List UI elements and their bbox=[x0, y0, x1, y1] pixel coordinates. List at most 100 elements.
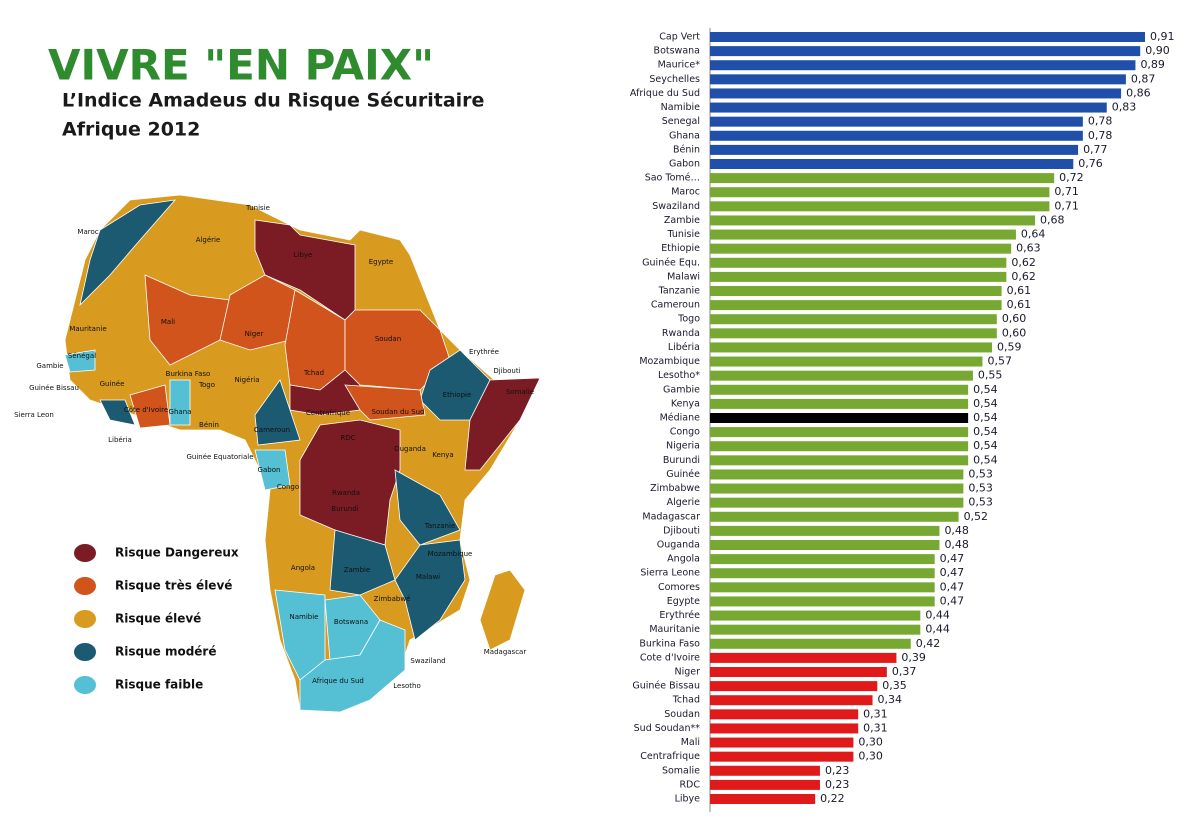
value-label: 0,91 bbox=[1150, 30, 1175, 43]
bar bbox=[710, 102, 1107, 113]
category-label: Cameroun bbox=[651, 300, 700, 311]
map-label: Djibouti bbox=[493, 367, 520, 375]
category-label: Togo bbox=[677, 314, 700, 325]
value-label: 0,54 bbox=[973, 383, 998, 396]
bar bbox=[710, 441, 969, 452]
value-label: 0,44 bbox=[925, 623, 950, 636]
map-label: Malawi bbox=[416, 573, 440, 581]
bar bbox=[710, 187, 1050, 198]
bar bbox=[710, 215, 1036, 226]
category-label: Niger bbox=[674, 667, 700, 678]
map-label: Zimbabwé bbox=[374, 595, 411, 603]
value-label: 0,52 bbox=[964, 510, 989, 523]
bar bbox=[710, 130, 1083, 141]
category-label: Rwanda bbox=[662, 328, 700, 339]
bar bbox=[710, 88, 1122, 99]
map-label: Burundi bbox=[331, 505, 358, 513]
region bbox=[64, 349, 96, 373]
map-label: Congo bbox=[277, 483, 299, 491]
map-label: Afrique du Sud bbox=[312, 677, 364, 685]
map-label: Niger bbox=[245, 330, 264, 338]
bar bbox=[710, 652, 897, 663]
category-label: Maurice* bbox=[658, 60, 701, 71]
value-label: 0,31 bbox=[863, 721, 888, 734]
category-label: Soudan bbox=[664, 709, 700, 720]
category-label: Congo bbox=[670, 427, 700, 438]
region bbox=[299, 619, 406, 713]
category-label: Comores bbox=[658, 582, 700, 593]
category-label: Sao Tomé… bbox=[645, 173, 700, 184]
bar bbox=[710, 779, 820, 790]
map-label: Sénégal bbox=[68, 352, 96, 360]
category-label: Libéria bbox=[668, 342, 700, 353]
category-label: Kenya bbox=[671, 398, 700, 409]
value-label: 0,54 bbox=[973, 453, 998, 466]
region bbox=[254, 379, 301, 446]
bar bbox=[710, 794, 816, 804]
bar bbox=[710, 173, 1055, 184]
category-label: Ouganda bbox=[657, 540, 700, 551]
legend-swatch bbox=[74, 643, 96, 661]
category-label: Afrique du Sud bbox=[630, 88, 700, 99]
madagascar bbox=[479, 569, 526, 651]
value-label: 0,55 bbox=[978, 369, 1003, 382]
legend-label: Risque élevé bbox=[115, 612, 201, 626]
bar bbox=[710, 427, 969, 438]
map-label: Guinée bbox=[100, 380, 125, 388]
category-label: Angola bbox=[667, 554, 700, 565]
bar bbox=[710, 398, 969, 409]
value-label: 0,54 bbox=[973, 411, 998, 424]
legend-label: Risque très élevé bbox=[115, 579, 232, 593]
legend-swatch bbox=[74, 676, 96, 694]
map-label: Ouganda bbox=[394, 445, 426, 453]
map-label: Libéria bbox=[108, 436, 132, 444]
bar bbox=[710, 483, 964, 494]
value-label: 0,47 bbox=[940, 566, 965, 579]
bar bbox=[710, 243, 1012, 254]
category-label: Zimbabwe bbox=[650, 483, 700, 494]
bar bbox=[710, 638, 911, 649]
bar bbox=[710, 610, 921, 621]
category-label: Swaziland bbox=[652, 201, 700, 212]
value-label: 0,23 bbox=[825, 778, 850, 791]
legend-label: Risque Dangereux bbox=[115, 546, 239, 560]
value-label: 0,54 bbox=[973, 425, 998, 438]
value-label: 0,47 bbox=[940, 594, 965, 607]
value-label: 0,86 bbox=[1126, 86, 1151, 99]
bar bbox=[710, 455, 969, 466]
value-label: 0,60 bbox=[1002, 326, 1027, 339]
value-label: 0,44 bbox=[925, 609, 950, 622]
category-label: Mauritanie bbox=[649, 624, 700, 635]
map-label: Sierra Leon bbox=[14, 411, 54, 419]
bar bbox=[710, 286, 1002, 296]
value-label: 0,54 bbox=[973, 439, 998, 452]
category-label: Guinée bbox=[666, 469, 700, 480]
value-label: 0,22 bbox=[820, 792, 845, 805]
legend-label: Risque modéré bbox=[115, 645, 216, 659]
map-label: Guinée Equatoriale bbox=[186, 453, 253, 461]
bar bbox=[710, 60, 1136, 71]
category-label: Seychelles bbox=[649, 74, 700, 85]
map-label: Guinée Bissau bbox=[29, 384, 79, 392]
category-label: Egypte bbox=[667, 596, 700, 607]
value-label: 0,39 bbox=[901, 651, 926, 664]
map-label: Togo bbox=[198, 381, 215, 389]
map-label: Gambie bbox=[36, 362, 63, 370]
map-label: Kenya bbox=[432, 451, 453, 459]
value-label: 0,62 bbox=[1011, 270, 1035, 283]
map-label: Burkina Faso bbox=[166, 370, 211, 378]
bar bbox=[710, 384, 969, 395]
category-label: Senegal bbox=[662, 116, 700, 127]
category-label: Erythrée bbox=[659, 610, 700, 621]
map-label: Tunisie bbox=[245, 204, 270, 212]
value-label: 0,47 bbox=[940, 552, 965, 565]
value-label: 0,53 bbox=[968, 482, 993, 495]
bar bbox=[710, 737, 854, 748]
map-label: Côte d'Ivoire bbox=[124, 406, 168, 414]
value-label: 0,48 bbox=[944, 524, 969, 537]
bar bbox=[710, 32, 1145, 42]
category-label: Botswana bbox=[654, 46, 700, 57]
bar bbox=[710, 497, 964, 508]
map-label: Tchad bbox=[303, 369, 324, 377]
bar bbox=[710, 342, 993, 353]
